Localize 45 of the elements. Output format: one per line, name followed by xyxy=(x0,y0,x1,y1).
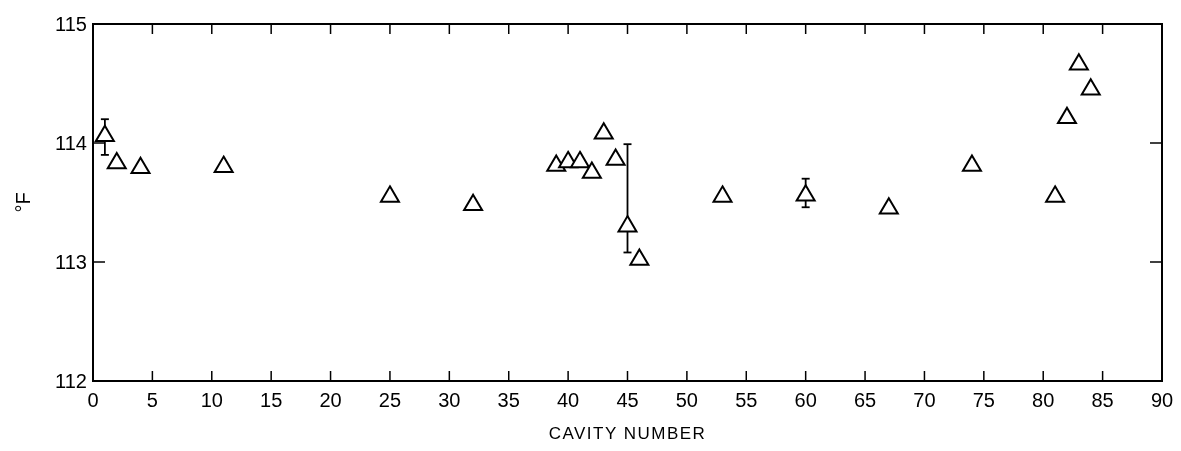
point xyxy=(213,155,234,173)
x-tick-label: 5 xyxy=(146,389,158,411)
x-tick-label: 55 xyxy=(735,389,758,411)
point xyxy=(617,215,638,233)
point xyxy=(569,150,590,169)
point xyxy=(712,185,733,203)
point xyxy=(961,154,982,172)
point xyxy=(605,148,626,166)
x-tick-label: 40 xyxy=(556,389,580,411)
y-tick-label: 114 xyxy=(55,132,87,154)
point xyxy=(795,184,816,202)
point xyxy=(1045,185,1066,203)
x-tick-label: 45 xyxy=(616,389,639,411)
point xyxy=(581,161,602,179)
point xyxy=(1080,78,1101,96)
x-tick-label: 50 xyxy=(675,389,699,411)
x-tick-label: 65 xyxy=(853,389,877,411)
point xyxy=(379,185,400,203)
x-tick-label: 10 xyxy=(200,389,223,411)
point xyxy=(1056,106,1077,125)
y-axis-title: °F xyxy=(12,192,34,213)
point xyxy=(106,152,127,170)
point xyxy=(1068,53,1089,71)
x-tick-label: 15 xyxy=(260,389,283,411)
point xyxy=(878,197,899,215)
point xyxy=(94,124,115,142)
x-tick-label: 30 xyxy=(438,389,461,411)
x-axis-title: CAVITY NUMBER xyxy=(548,424,707,443)
x-tick-label: 20 xyxy=(319,389,342,411)
x-tick-label: 80 xyxy=(1032,389,1055,411)
point xyxy=(629,248,650,266)
y-tick-label: 115 xyxy=(55,13,87,35)
x-tick-label: 90 xyxy=(1150,389,1174,411)
point xyxy=(593,122,614,140)
x-tick-label: 25 xyxy=(378,389,402,411)
x-tick-label: 70 xyxy=(913,389,936,411)
x-tick-label: 35 xyxy=(497,389,520,411)
x-tick-label: 85 xyxy=(1091,389,1114,411)
point xyxy=(463,193,484,211)
x-tick-label: 0 xyxy=(87,389,99,411)
x-tick-label: 60 xyxy=(794,389,817,411)
x-tick-label: 75 xyxy=(972,389,995,411)
y-tick-label: 113 xyxy=(55,251,87,273)
y-tick-label: 112 xyxy=(55,370,87,392)
point xyxy=(130,156,151,175)
